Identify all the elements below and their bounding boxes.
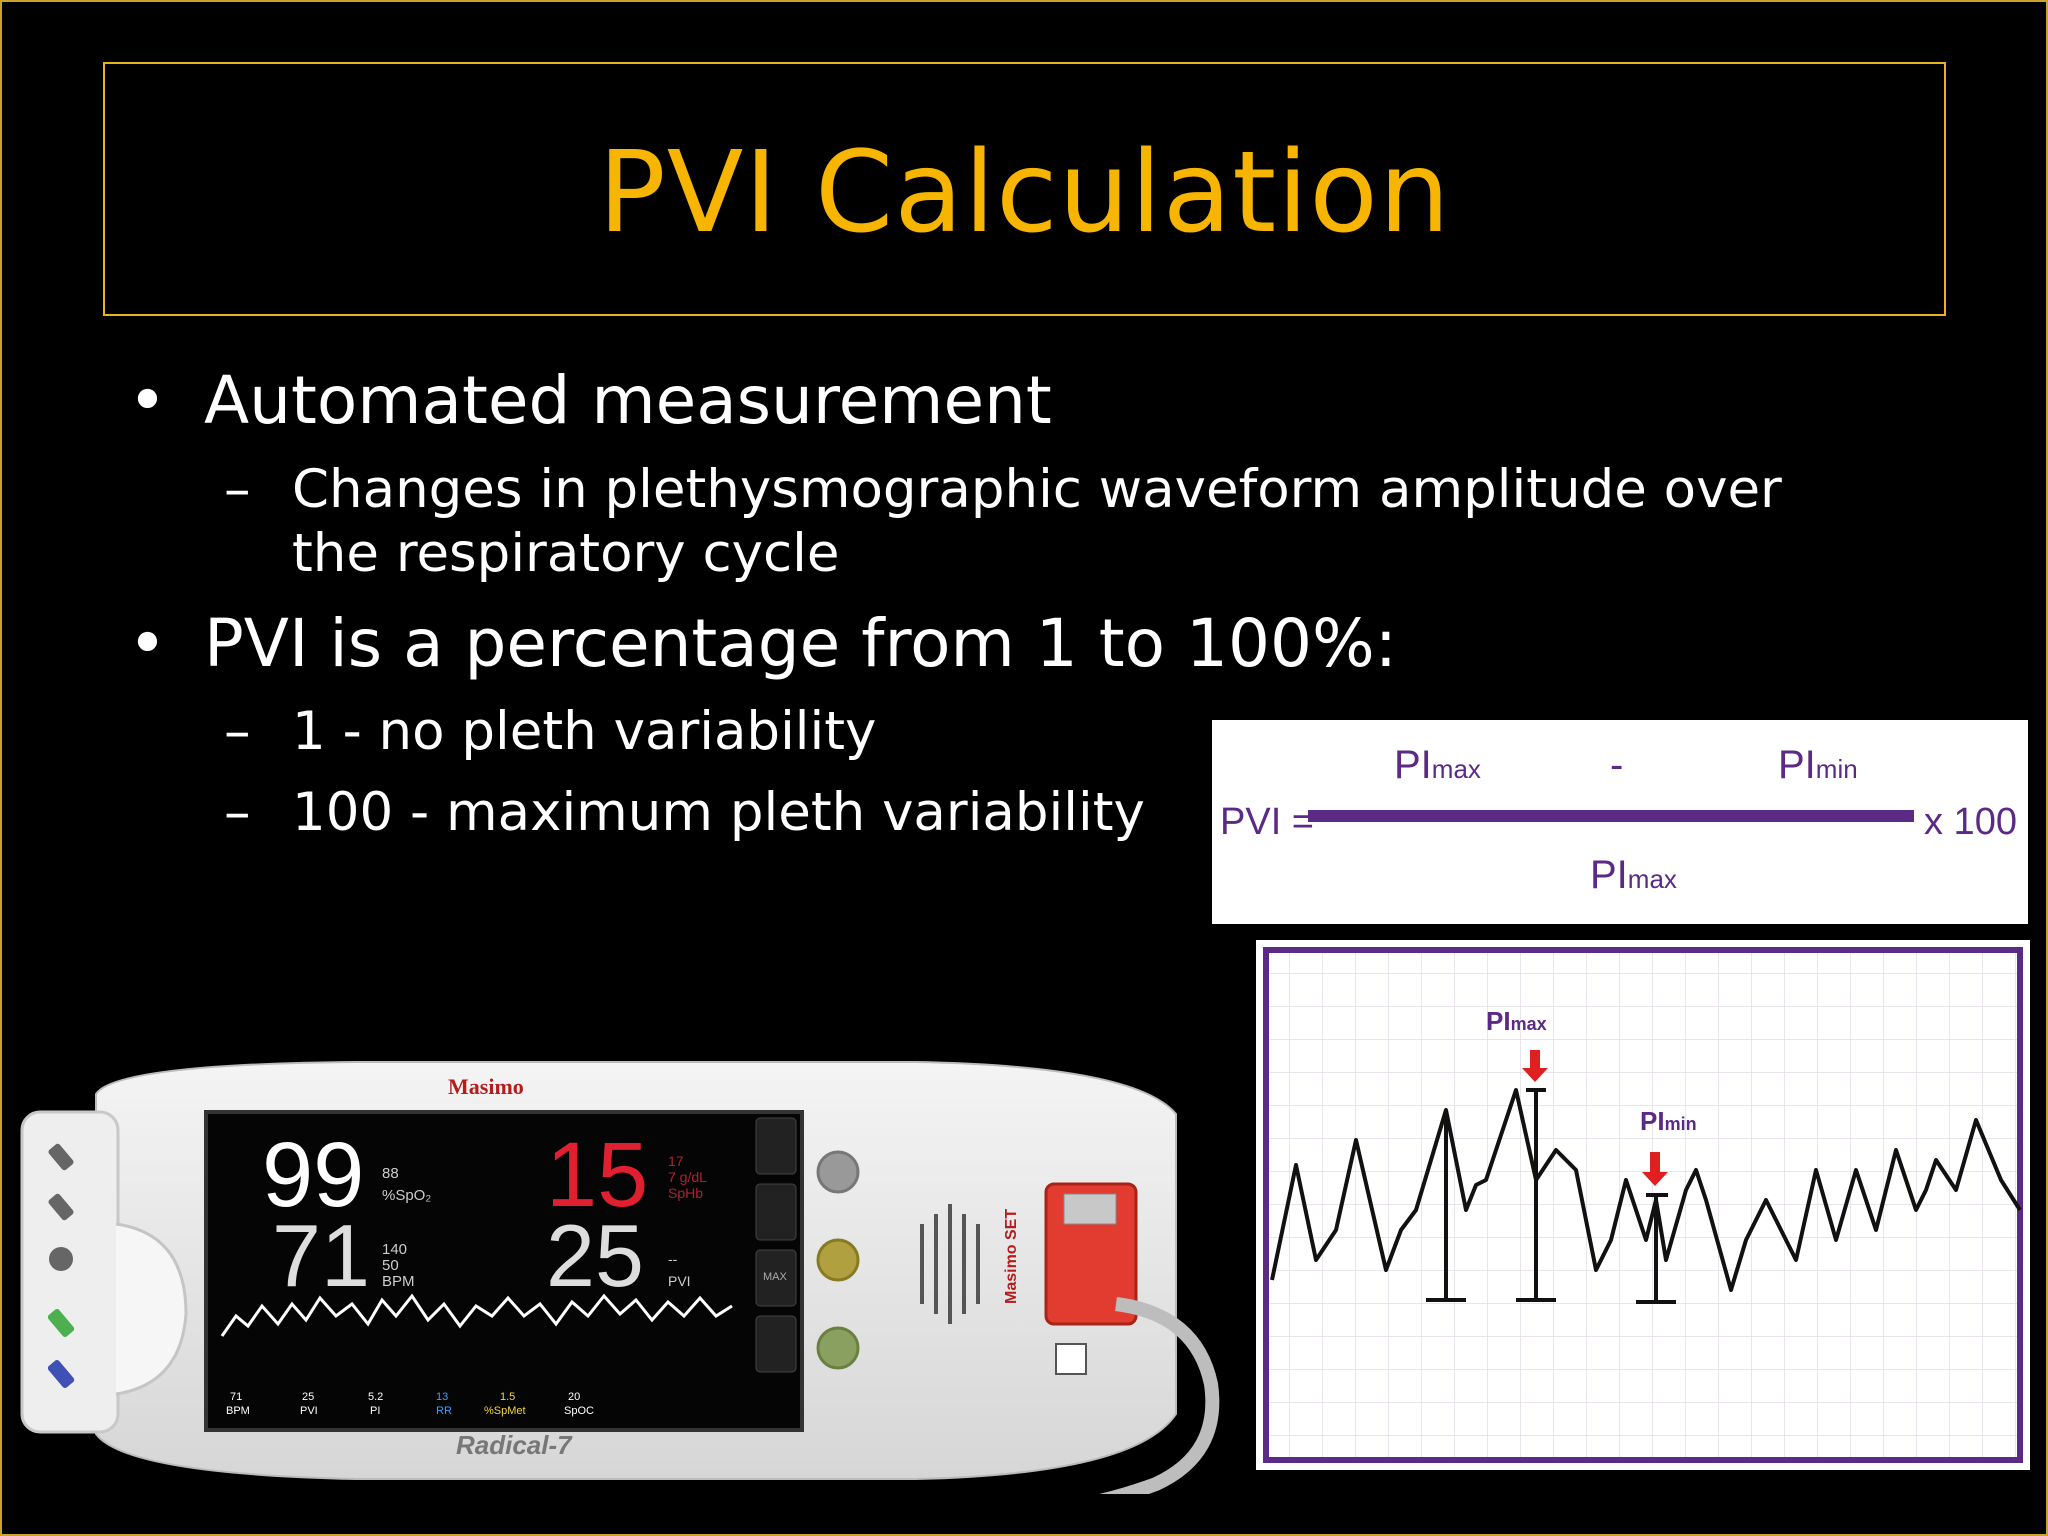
- formula-multiplier: x 100: [1924, 801, 2017, 843]
- bell-icon: [49, 1247, 73, 1271]
- probe-icon: [47, 1360, 75, 1388]
- pvi-limit: --: [668, 1251, 678, 1267]
- sub-bullet-text: Changes in plethysmographic waveform amp…: [292, 459, 1782, 520]
- numerator-pi-min: PImin: [1778, 743, 1858, 787]
- bullet-text: PVI is a percentage from 1 to 100%:: [204, 605, 1397, 682]
- probe-icon: [47, 1309, 75, 1337]
- device-screen: [204, 1110, 804, 1432]
- formula-minus: -: [1610, 743, 1623, 787]
- denominator-pi-max: PImax: [1590, 853, 1677, 897]
- pvi-value: 25: [546, 1206, 644, 1305]
- pvi-formula-graphic: PImax - PImin PVI = x 100 PImax: [1220, 743, 2017, 897]
- param-pi-value: 5.2: [368, 1391, 383, 1403]
- formula-lhs: PVI =: [1220, 801, 1314, 843]
- pulse-limit-low: 50: [382, 1257, 399, 1274]
- home-button[interactable]: [816, 1326, 860, 1370]
- probe-icon: [48, 1143, 74, 1171]
- param-spmet-label: %SpMet: [484, 1405, 526, 1417]
- param-spoc-label: SpOC: [564, 1405, 594, 1417]
- bullet-text: Automated measurement: [204, 362, 1052, 439]
- dash-glyph: –: [224, 459, 251, 520]
- red-arrows: [1522, 1050, 1668, 1186]
- page-title: PVI Calculation: [598, 128, 1451, 258]
- spo2-limit: 88: [382, 1165, 399, 1182]
- chart-border: [1263, 947, 2023, 1463]
- sub-bullet-text: 1 - no pleth variability: [292, 701, 877, 762]
- pulse-rate-value: 71: [272, 1206, 370, 1305]
- bullet-dot: •: [128, 362, 167, 439]
- silence-button[interactable]: [816, 1238, 860, 1282]
- pulse-limit-high: 140: [382, 1241, 407, 1258]
- device-illustration: Masimo Radical-7 99 88 %SpO₂ 71 140 50 B…: [20, 1061, 1220, 1517]
- sub-bullet-text: the respiratory cycle: [292, 523, 840, 584]
- device-model: Radical-7: [456, 1430, 573, 1460]
- spo2-unit: %SpO₂: [382, 1187, 431, 1204]
- spo2-value: 99: [262, 1124, 364, 1226]
- pleth-waveform-chart: PImax PImin: [1256, 940, 2030, 1470]
- pulse-unit: BPM: [382, 1273, 415, 1290]
- eject-icon[interactable]: [1055, 1343, 1087, 1375]
- alarm-button[interactable]: [755, 1183, 797, 1241]
- speaker-grille: [920, 1204, 980, 1324]
- menu-button[interactable]: [755, 1117, 797, 1175]
- pleth-waveform-graphic: PImax PImin: [1263, 947, 2023, 1463]
- masimo-radical-7-device: Masimo Radical-7 99 88 %SpO₂ 71 140 50 B…: [16, 1054, 1246, 1517]
- measurement-markers: [1426, 1088, 1676, 1304]
- device-brand: Masimo: [448, 1074, 524, 1099]
- param-bpm-label: BPM: [226, 1405, 250, 1417]
- param-pvi-value: 25: [302, 1391, 314, 1403]
- pleth-waveform: [1270, 1088, 2022, 1292]
- param-rr-label: RR: [436, 1405, 452, 1417]
- pvi-formula: PImax - PImin PVI = x 100 PImax: [1212, 720, 2028, 924]
- dash-glyph: –: [224, 701, 251, 762]
- screen-pleth-waveform: [220, 1293, 733, 1337]
- title-box: PVI Calculation: [103, 62, 1946, 316]
- arrow-down-icon: [1522, 1068, 1548, 1082]
- cradle-icons: [47, 1143, 75, 1388]
- param-spoc-value: 20: [568, 1391, 580, 1403]
- numerator-pi-max: PImax: [1394, 743, 1481, 787]
- max-button-label: MAX: [763, 1271, 788, 1283]
- probe-icon: [48, 1193, 74, 1221]
- param-spmet-value: 1.5: [500, 1391, 515, 1403]
- dash-glyph: –: [224, 782, 251, 843]
- param-bpm-value: 71: [230, 1391, 242, 1403]
- sub-bullet-text: 100 - maximum pleth variability: [292, 782, 1145, 843]
- sphb-limit-high: 17: [668, 1153, 684, 1169]
- trend-button[interactable]: [755, 1315, 797, 1373]
- pi-max-label: PImax: [1486, 1006, 1547, 1036]
- fraction-bar: [1308, 810, 1914, 822]
- arrow-down-icon: [1650, 1152, 1660, 1174]
- sphb-limit-low: 7 g/dL: [668, 1169, 707, 1185]
- param-pi-label: PI: [370, 1405, 380, 1417]
- screen-side-buttons: MAX: [755, 1117, 797, 1373]
- arrow-down-icon: [1642, 1172, 1668, 1186]
- sphb-unit: SpHb: [668, 1185, 703, 1201]
- pvi-unit: PVI: [668, 1273, 691, 1289]
- arrow-down-icon: [1530, 1050, 1540, 1070]
- sphb-value: 15: [546, 1124, 648, 1226]
- power-button[interactable]: [816, 1150, 860, 1194]
- param-pvi-label: PVI: [300, 1405, 318, 1417]
- param-rr-value: 13: [436, 1391, 448, 1403]
- pi-min-label: PImin: [1640, 1106, 1697, 1136]
- bullet-dot: •: [128, 605, 167, 682]
- side-brand: Masimo SET: [1003, 1209, 1020, 1304]
- max-button[interactable]: [755, 1249, 797, 1307]
